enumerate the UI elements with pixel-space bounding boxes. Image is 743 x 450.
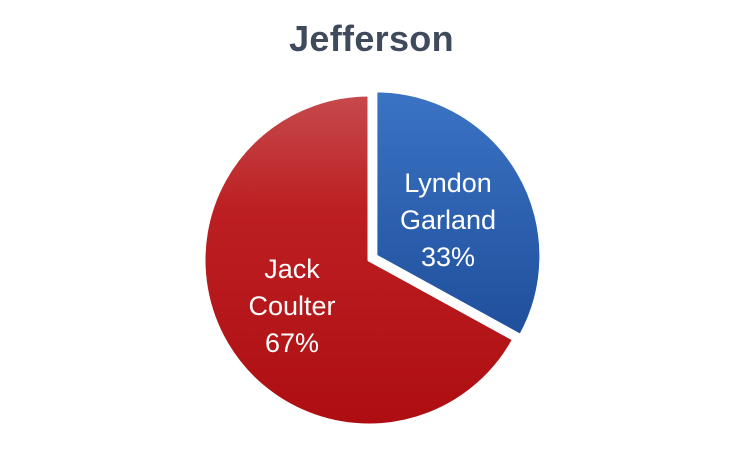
slice-name-line: Coulter: [248, 291, 335, 321]
slice-name-line: Lyndon: [404, 168, 492, 198]
slice-label-jack-coulter: Jack Coulter 67%: [248, 254, 335, 358]
pie-slice-jack-coulter: [202, 93, 516, 427]
slice-label-lyndon-garland: Lyndon Garland 33%: [400, 168, 496, 272]
slice-name-line: Garland: [400, 205, 496, 235]
slice-value-label: 33%: [421, 242, 475, 272]
chart-title: Jefferson: [289, 18, 454, 59]
pie-slice-lyndon-garland: [374, 89, 543, 337]
slice-name-line: Jack: [264, 254, 320, 284]
slice-value-label: 67%: [265, 328, 319, 358]
